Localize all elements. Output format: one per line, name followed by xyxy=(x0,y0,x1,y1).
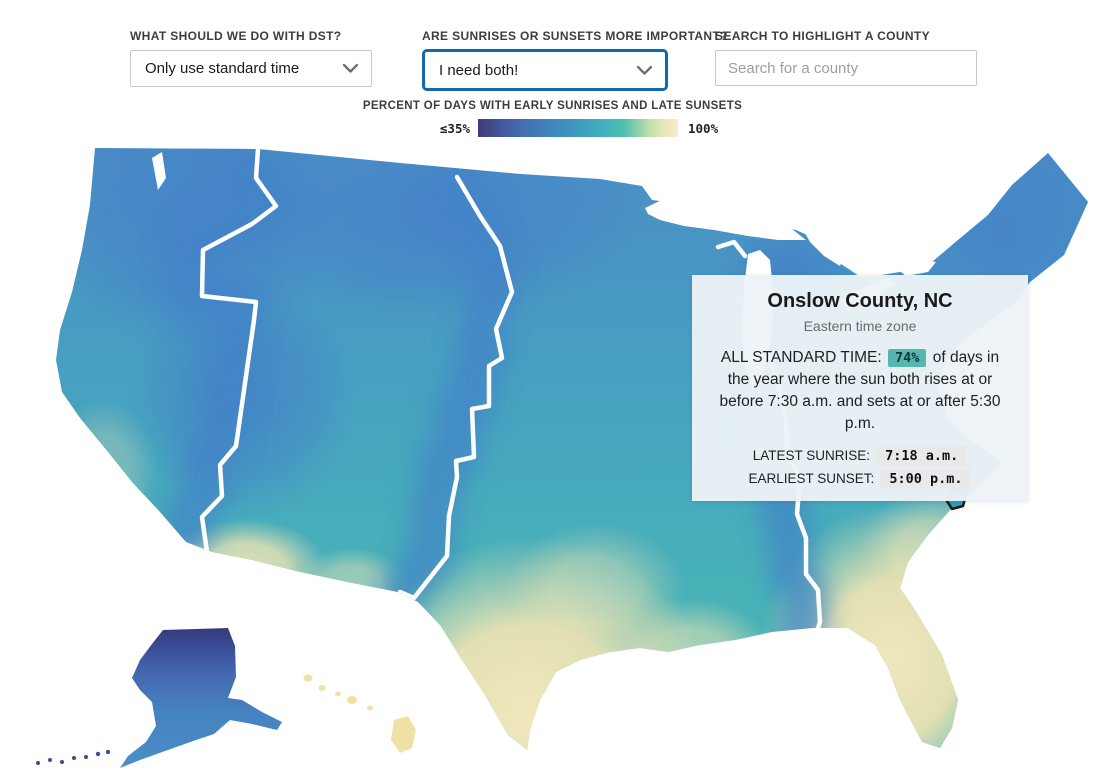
central-eastern-boundary-up xyxy=(715,239,748,259)
importance-control-group: ARE SUNRISES OR SUNSETS MORE IMPORTANT? … xyxy=(422,29,728,91)
tooltip-timezone: Eastern time zone xyxy=(803,318,917,334)
dst-select-value: Only use standard time xyxy=(145,60,300,77)
tooltip-sun-times: LATEST SUNRISE: 7:18 a.m. EARLIEST SUNSET… xyxy=(692,446,1028,489)
tooltip-percent-badge: 74% xyxy=(888,349,927,367)
aleutian-islands xyxy=(36,749,111,765)
lake-huron xyxy=(800,213,849,266)
carolina-coast-yellow-region xyxy=(857,490,1013,614)
hawaii[interactable] xyxy=(303,674,417,754)
earliest-sunset-row: EARLIEST SUNSET: 5:00 p.m. xyxy=(692,469,1028,489)
latest-sunrise-value: 7:18 a.m. xyxy=(876,446,968,466)
search-control-group: SEARCH TO HIGHLIGHT A COUNTY xyxy=(715,29,977,86)
county-search-input[interactable] xyxy=(715,50,977,86)
county-tooltip: Onslow County, NC Eastern time zone ALL … xyxy=(692,275,1028,501)
importance-select-value: I need both! xyxy=(439,61,519,79)
dst-question-label: WHAT SHOULD WE DO WITH DST? xyxy=(130,29,342,43)
tooltip-county-name: Onslow County, NC xyxy=(767,290,953,312)
tooltip-scenario-label: ALL STANDARD TIME: xyxy=(720,349,882,366)
search-label: SEARCH TO HIGHLIGHT A COUNTY xyxy=(715,29,930,43)
legend-gradient-bar xyxy=(478,119,678,137)
dst-control-group: WHAT SHOULD WE DO WITH DST? Only use sta… xyxy=(130,29,372,87)
tooltip-description-text: of days in the year where the sun both r… xyxy=(719,349,1001,432)
legend-min-label: ≤35% xyxy=(439,121,470,136)
alaska[interactable] xyxy=(120,628,282,768)
legend-max-label: 100% xyxy=(688,121,719,136)
chevron-down-icon xyxy=(342,63,359,73)
importance-select[interactable]: I need both! xyxy=(422,49,668,91)
legend-title: PERCENT OF DAYS WITH EARLY SUNRISES AND … xyxy=(362,100,743,112)
dst-select[interactable]: Only use standard time xyxy=(130,50,372,87)
latest-sunrise-row: LATEST SUNRISE: 7:18 a.m. xyxy=(692,446,1028,466)
oklahoma-yellow-region xyxy=(505,522,685,662)
earliest-sunset-value: 5:00 p.m. xyxy=(880,469,972,489)
mountain-central-blue-band xyxy=(375,165,518,620)
lake-superior xyxy=(645,197,806,240)
mountain-central-boundary xyxy=(397,174,515,601)
lake-ontario xyxy=(896,259,936,276)
earliest-sunset-label: EARLIEST SUNSET: xyxy=(748,471,875,486)
tooltip-description: ALL STANDARD TIME: 74% of days in the ye… xyxy=(692,347,1028,435)
chevron-down-icon xyxy=(636,65,653,75)
latest-sunrise-label: LATEST SUNRISE: xyxy=(752,448,871,463)
pacific-mountain-boundary xyxy=(199,148,279,555)
central-california-yellow-region xyxy=(56,400,158,540)
importance-question-label: ARE SUNRISES OR SUNSETS MORE IMPORTANT? xyxy=(422,29,728,43)
puget-sound xyxy=(152,152,166,190)
